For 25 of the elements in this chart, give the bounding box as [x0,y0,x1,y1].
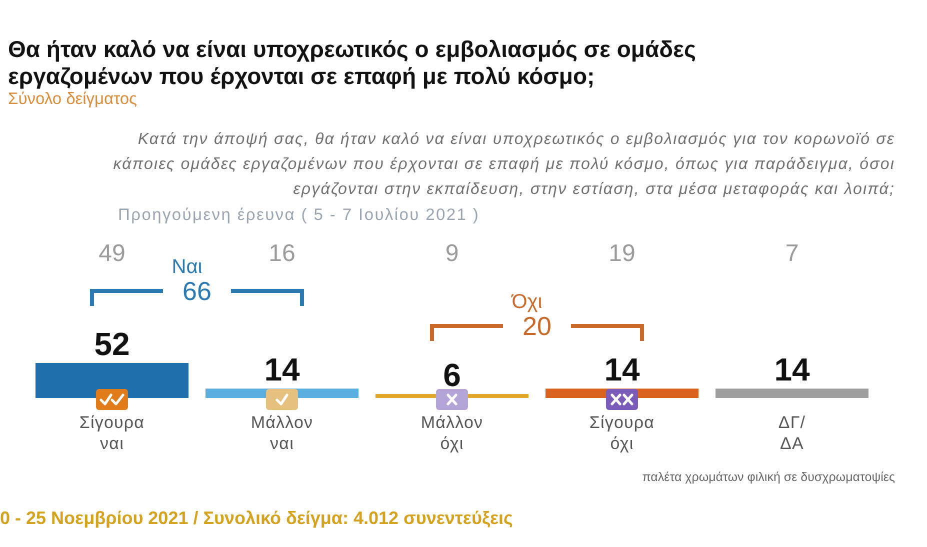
text: Όχι [510,291,542,313]
x-tick-label: ΔΓ/ΔΑ [778,413,806,453]
chart-subtitle: Σύνολο δείγματος [8,90,138,109]
text: 49 [98,240,126,268]
data-label: 14 [264,352,300,388]
text: 16 [268,240,296,268]
x-tick-label: Σίγουρα ναι [79,413,145,453]
text: 20 [522,311,552,341]
text: 7 [784,240,800,268]
text: παλέτα χρωμάτων φιλική σε δυσχρωματοψίες [642,470,895,484]
data-label: 52 [94,326,130,362]
text: Προηγούμενη έρευνα ( 5 - 7 Ιουλίου 2021 ) [118,206,480,225]
x-tick-label: Σίγουρα όχι [589,413,655,453]
x-tick-label: Μάλλον όχι [420,413,484,453]
text: Κατά την άποψή σας, θα ήταν καλό να είναι υποχρεωτικός ο εμβολιασμός για τον κορωνοϊό σε κάποιες ομάδες εργαζομένων που έρχονται σε επαφή με πολύ κόσμο, όπως για παράδειγμα, όσοι εργάζονται στην εκπαίδευση, στην εστίαση, στα μέσα μεταφοράς και λοιπά; [112,130,895,200]
text: 19 [608,240,636,268]
text: 9 [444,240,460,268]
data-label: 14 [604,352,640,388]
data-label: 14 [774,352,810,388]
text: Ναι [172,256,202,278]
text: 66 [182,276,212,306]
chart-title: Θα ήταν καλό να είναι υποχρεωτικός ο εμβολιασμός σε ομάδες εργαζομένων που έρχονται σε επαφή με πολύ κόσμο; [8,36,697,90]
x-tick-label: Μάλλον ναι [250,413,314,453]
text: 0 - 25 Νοεμβρίου 2021 / Συνολικό δείγμα: 4.012 συνεντεύξεις [0,508,513,529]
data-label: 6 [443,356,461,393]
